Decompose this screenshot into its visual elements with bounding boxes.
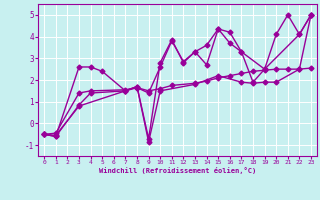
X-axis label: Windchill (Refroidissement éolien,°C): Windchill (Refroidissement éolien,°C): [99, 167, 256, 174]
